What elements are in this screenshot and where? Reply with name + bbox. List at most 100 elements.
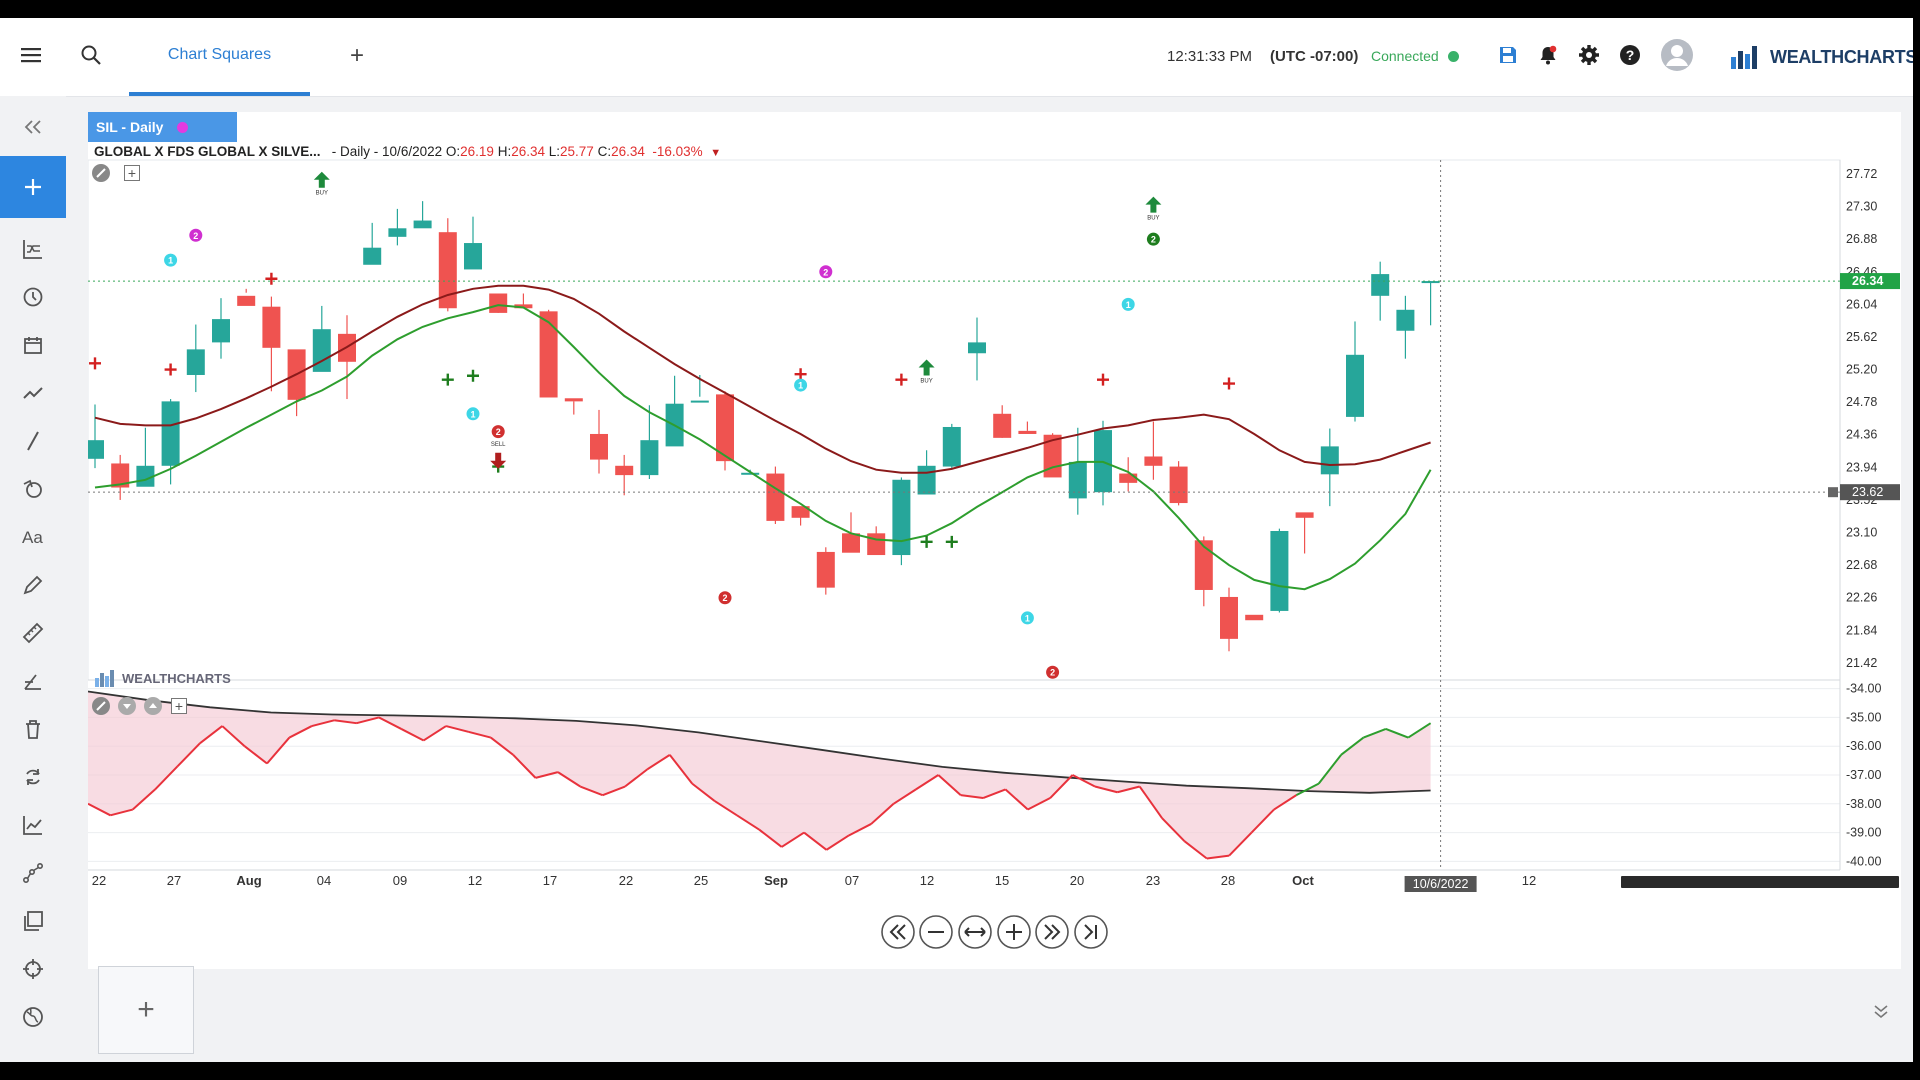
oscillator-segment	[311, 719, 335, 728]
scroll-right-fast-icon[interactable]	[1035, 915, 1069, 949]
tab-chart-squares[interactable]: Chart Squares	[129, 18, 310, 96]
oscillator-segment	[110, 808, 134, 817]
crosshair-icon[interactable]	[0, 946, 66, 992]
osc-tick-label: -34.00	[1846, 682, 1881, 696]
count-badge-label: 2	[722, 593, 727, 603]
fib-icon[interactable]	[0, 658, 66, 704]
price-tick-label: 24.36	[1846, 428, 1877, 442]
signal-markers: 2 1 1 2 2 1 2 1 2 1 2 BUY SELL BUY BUY	[89, 171, 1235, 679]
oscillator-segment	[334, 719, 357, 725]
candle-body	[489, 293, 508, 313]
candle-body	[363, 247, 382, 265]
globe-icon[interactable]	[0, 994, 66, 1040]
candle-body	[161, 401, 180, 466]
zoom-in-icon[interactable]	[997, 915, 1031, 949]
price-tick-label: 23.10	[1846, 526, 1877, 540]
axis-labels: 27.7227.3026.8826.4626.0425.6225.2024.78…	[92, 167, 1899, 888]
scroll-left-fast-icon[interactable]	[881, 915, 915, 949]
price-tick-label: 24.78	[1846, 395, 1877, 409]
text-icon[interactable]: Aa	[0, 514, 66, 560]
trash-icon[interactable]	[0, 706, 66, 752]
oscillator-segment	[1138, 785, 1163, 819]
add-chart-button[interactable]: +	[98, 966, 194, 1054]
symbol-color-dot[interactable]	[177, 121, 189, 133]
oscillator-segment	[378, 716, 402, 730]
shapes-icon[interactable]	[0, 466, 66, 512]
symbol-tab[interactable]: SIL - Daily	[88, 112, 237, 142]
count-badge-label: 1	[168, 256, 173, 266]
oscillator-segment	[1117, 785, 1140, 794]
ohlc-close: 26.34	[611, 144, 645, 159]
candle-body	[413, 220, 432, 229]
history-icon[interactable]	[0, 274, 66, 320]
hide-pane-icon[interactable]	[92, 164, 110, 182]
svg-text:?: ?	[1626, 47, 1635, 63]
layers-icon[interactable]	[0, 898, 66, 944]
app-window: Chart Squares + 12:31:33 PM (UTC -07:00)…	[0, 18, 1913, 1062]
count-badge	[1020, 611, 1034, 625]
down-triangle-icon: ▼	[710, 147, 722, 159]
candle-body	[312, 329, 331, 372]
search-icon[interactable]	[78, 42, 104, 68]
trend-icon[interactable]	[0, 370, 66, 416]
expand-pane-icon[interactable]: +	[124, 165, 140, 181]
add-icon[interactable]	[0, 156, 66, 218]
oscillator-segment	[736, 814, 760, 831]
instrument-name: GLOBAL X FDS GLOBAL X SILVE...	[94, 144, 321, 159]
buy-arrow-icon-label: BUY	[920, 379, 932, 385]
candle-body	[968, 342, 986, 354]
ohlc-close-key: C:	[597, 144, 612, 159]
go-to-latest-icon[interactable]	[1074, 915, 1108, 949]
date-tick-label: Sep	[764, 873, 788, 888]
date-tick-label: 04	[317, 873, 331, 888]
scanner-icon[interactable]	[0, 850, 66, 896]
reset-zoom-icon[interactable]	[958, 915, 992, 949]
chart-icon[interactable]	[0, 802, 66, 848]
gear-icon[interactable]	[1576, 42, 1602, 68]
hide-osc-pane-icon[interactable]	[92, 697, 110, 715]
bell-icon[interactable]	[1535, 42, 1561, 68]
help-icon[interactable]: ?	[1617, 42, 1643, 68]
candle-body	[1018, 430, 1037, 434]
zoom-out-icon[interactable]	[919, 915, 953, 949]
count-badge-label: 2	[496, 427, 501, 437]
oscillator-segment	[960, 794, 984, 800]
time-scrollbar	[1621, 876, 1899, 888]
price-pane-border	[88, 159, 1841, 681]
oscillator-segment	[445, 725, 469, 733]
oscillator-segment	[1206, 854, 1230, 860]
indicators-icon[interactable]	[0, 226, 66, 272]
osc-tick-label: -39.00	[1846, 826, 1881, 840]
pane-up-icon[interactable]	[144, 697, 162, 715]
oscillator-segment	[490, 736, 514, 756]
green-plus-marker	[467, 369, 479, 382]
expand-osc-pane-icon[interactable]: +	[171, 698, 187, 714]
crosshair-plus-icon	[1828, 487, 1838, 498]
oscillator-segment	[937, 774, 962, 796]
oscillator-segment	[624, 768, 649, 788]
candle-body	[917, 465, 936, 495]
ruler-icon[interactable]	[0, 610, 66, 656]
candle-body	[1320, 446, 1339, 475]
oscillator-segment	[1407, 722, 1432, 739]
oscillator-segment	[579, 785, 604, 797]
menu-icon[interactable]	[18, 42, 44, 68]
candle-body	[640, 440, 659, 476]
refresh-icon[interactable]	[0, 754, 66, 800]
line-tool-icon[interactable]	[0, 418, 66, 464]
wealthcharts-logo: WEALTHCHARTS	[1730, 42, 1913, 72]
buy-arrow-icon	[1145, 196, 1162, 213]
save-icon[interactable]	[1495, 42, 1521, 68]
count-badge	[1121, 297, 1135, 311]
pane-down-icon[interactable]	[118, 697, 136, 715]
crosshair-date-badge	[1404, 876, 1477, 892]
pencil-icon[interactable]	[0, 562, 66, 608]
candle-body	[1220, 596, 1238, 639]
collapse-left-icon[interactable]	[0, 104, 66, 150]
calendar-icon[interactable]	[0, 322, 66, 368]
user-avatar-icon[interactable]	[1660, 38, 1694, 72]
oscillator-segment	[221, 725, 246, 747]
expand-down-icon[interactable]	[1873, 1003, 1889, 1024]
add-tab-button[interactable]: +	[350, 42, 365, 69]
